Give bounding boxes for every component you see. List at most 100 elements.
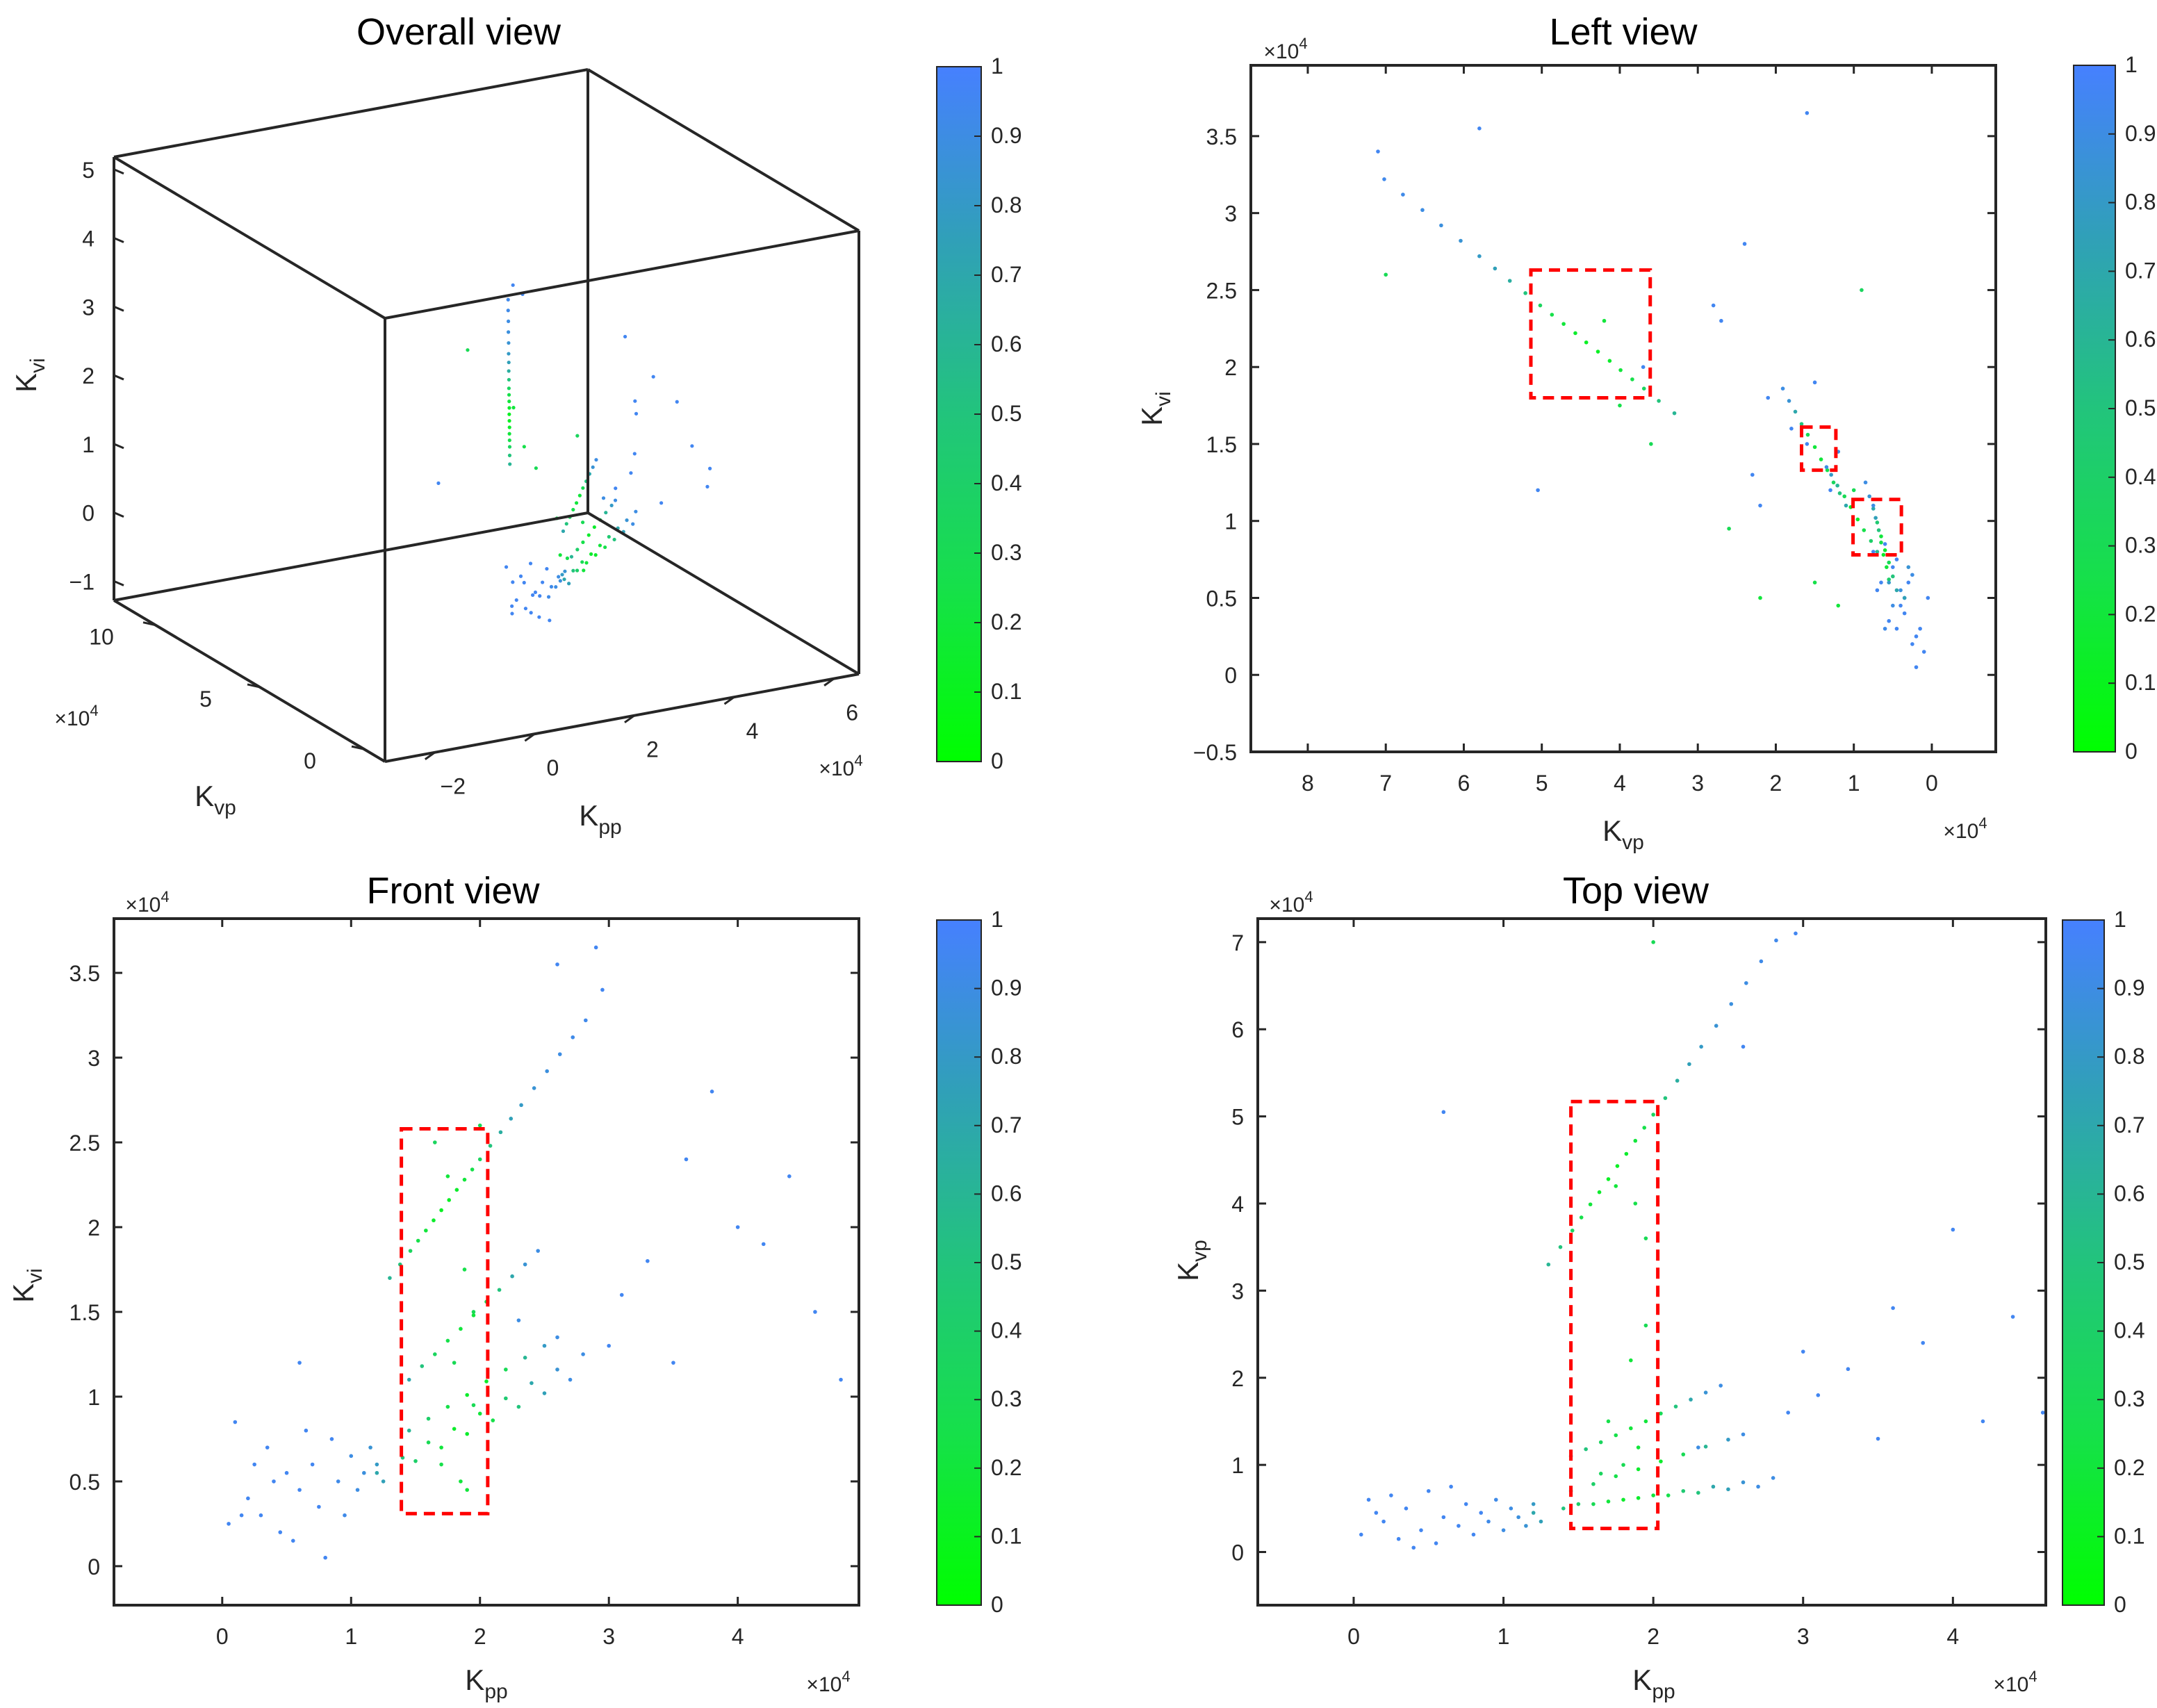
data-point	[1902, 596, 1907, 600]
data-point	[1794, 931, 1798, 936]
data-point	[1681, 1488, 1686, 1493]
data-point	[1598, 1471, 1603, 1476]
y-tick-label: 3	[1224, 202, 1237, 227]
data-point	[1780, 386, 1785, 391]
data-point	[1643, 1419, 1648, 1424]
data-point	[541, 580, 545, 584]
y-tick-label: 6	[1231, 1017, 1244, 1042]
data-point	[1741, 1432, 1746, 1437]
data-point	[1659, 1459, 1663, 1463]
y-tick-label: 5	[1231, 1105, 1244, 1130]
z-tick-label: 5	[82, 158, 95, 183]
data-point	[574, 501, 579, 505]
data-point	[1618, 368, 1623, 372]
data-point	[1477, 254, 1482, 258]
data-point	[1719, 318, 1723, 323]
data-point	[1719, 1383, 1723, 1388]
data-point	[571, 507, 575, 512]
data-point	[1771, 1476, 1775, 1480]
data-point	[1606, 1419, 1611, 1424]
x-tick-label: 5	[1536, 771, 1548, 796]
x-axis-label: Kpp	[1632, 1664, 1675, 1703]
colorbar-tick-label: 0.1	[991, 1523, 1022, 1548]
data-point	[1774, 938, 1778, 943]
data-point	[1471, 1532, 1476, 1537]
data-point	[1851, 488, 1856, 493]
x-tick	[524, 732, 536, 742]
data-point	[564, 522, 568, 526]
data-point	[507, 419, 511, 423]
data-point	[558, 579, 562, 583]
data-point	[1742, 242, 1747, 246]
data-point	[1758, 596, 1762, 600]
data-point	[506, 319, 511, 324]
data-point	[1539, 1519, 1543, 1524]
data-point	[511, 283, 515, 287]
data-point	[1875, 588, 1880, 593]
data-point	[1714, 1024, 1719, 1028]
data-point	[272, 1479, 276, 1484]
colorbar	[936, 919, 982, 1606]
data-point	[1887, 577, 1892, 582]
data-point	[516, 1318, 521, 1322]
y-tick-label: 0	[88, 1554, 100, 1579]
data-point	[1887, 560, 1892, 565]
y-tick-label: 3	[1231, 1279, 1244, 1304]
colorbar-tick-label: 0.7	[991, 1112, 1022, 1138]
data-point	[1531, 1511, 1536, 1515]
colorbar-tick-label: 0	[2114, 1592, 2126, 1617]
data-point	[511, 580, 515, 584]
data-point	[1602, 318, 1607, 323]
data-point	[466, 348, 470, 352]
data-point	[554, 585, 558, 589]
x-exponent-label-base: ×10	[1943, 820, 1978, 843]
data-point	[504, 565, 509, 569]
data-point	[498, 1130, 503, 1135]
data-point	[567, 582, 571, 586]
data-point	[607, 1343, 611, 1348]
data-point	[1659, 1411, 1663, 1415]
y-axis-label: Kvi	[7, 1268, 47, 1303]
data-point	[1711, 1484, 1716, 1489]
data-point	[584, 561, 589, 565]
y-exponent-label: ×104	[1263, 35, 1307, 63]
data-point	[310, 1462, 315, 1467]
data-point	[584, 1018, 588, 1023]
x-axis-label-main: K	[579, 799, 598, 832]
data-point	[591, 465, 595, 469]
data-point	[1910, 642, 1914, 646]
z-tick-label: −1	[69, 569, 95, 594]
data-point	[497, 1288, 502, 1292]
data-point	[317, 1504, 321, 1509]
data-point	[424, 1229, 428, 1233]
data-point	[1598, 1440, 1603, 1445]
y-exponent-label-power: 4	[161, 888, 169, 905]
data-point	[1439, 223, 1443, 228]
axes-box-edge	[113, 156, 386, 320]
z-axis-label-subscript: vi	[26, 358, 49, 373]
x-exponent-label-power: 4	[842, 1668, 850, 1685]
data-point	[252, 1462, 256, 1467]
data-point	[571, 568, 575, 573]
data-point	[1863, 480, 1868, 485]
x-axis-label-main: K	[1602, 814, 1622, 847]
data-point	[1873, 516, 1878, 520]
y-axis-label-main: K	[1172, 1262, 1204, 1281]
data-point	[1750, 473, 1755, 477]
data-point	[1434, 1541, 1438, 1545]
data-point	[1829, 473, 1833, 477]
data-point	[1376, 149, 1380, 154]
data-point	[1689, 1397, 1693, 1402]
data-point	[439, 1462, 443, 1467]
data-point	[522, 445, 526, 449]
data-point	[1584, 1447, 1588, 1452]
data-point	[529, 611, 533, 615]
data-point	[452, 1361, 457, 1365]
data-point	[1493, 1497, 1498, 1502]
data-point	[1597, 1190, 1602, 1194]
data-point	[297, 1488, 302, 1492]
data-point	[375, 1462, 379, 1467]
data-point	[1663, 1096, 1668, 1101]
x-tick-label: 4	[746, 718, 759, 744]
